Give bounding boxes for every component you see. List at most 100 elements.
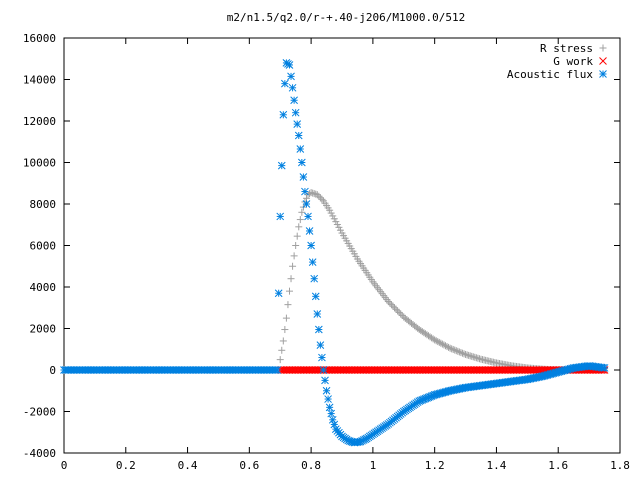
x-tick-label: 1.2 xyxy=(425,459,445,472)
y-tick-label: 16000 xyxy=(23,32,56,45)
data-point xyxy=(310,190,318,198)
data-point xyxy=(329,212,337,220)
data-point xyxy=(289,262,297,270)
data-point xyxy=(288,83,297,92)
data-point xyxy=(279,110,288,119)
data-point xyxy=(293,120,302,128)
data-point xyxy=(304,212,312,221)
data-point xyxy=(434,338,442,346)
x-tick-label: 0.4 xyxy=(178,459,198,472)
data-point xyxy=(290,96,298,105)
legend-label-g-work: G work xyxy=(553,55,593,68)
x-tick-label: 0.6 xyxy=(239,459,259,472)
legend-label-r-stress: R stress xyxy=(540,42,593,55)
data-point xyxy=(294,131,303,140)
data-point xyxy=(391,304,399,312)
series-acoustic-flux xyxy=(60,59,609,447)
data-point xyxy=(305,227,314,235)
data-point xyxy=(298,208,306,216)
data-point xyxy=(397,310,405,318)
data-point xyxy=(452,347,460,355)
data-point xyxy=(319,366,328,374)
y-tick-label: 6000 xyxy=(30,240,57,253)
data-point xyxy=(327,409,336,418)
data-point xyxy=(437,339,445,347)
data-point xyxy=(296,216,304,224)
data-point xyxy=(277,161,286,170)
data-point xyxy=(307,241,315,250)
x-tick-label: 1.8 xyxy=(610,459,630,472)
data-point xyxy=(431,336,439,344)
x-tick-label: 1 xyxy=(370,459,377,472)
data-point xyxy=(313,191,321,199)
y-tick-label: 12000 xyxy=(23,115,56,128)
data-point xyxy=(274,289,283,298)
y-tick-label: 10000 xyxy=(23,157,56,170)
data-point xyxy=(307,189,315,197)
series-r-stress xyxy=(276,189,609,374)
plot-area-frame xyxy=(63,37,621,454)
data-point xyxy=(290,252,298,260)
data-point xyxy=(316,341,325,349)
data-point xyxy=(291,108,300,117)
data-point xyxy=(318,353,326,362)
legend-label-acoustic-flux: Acoustic flux xyxy=(507,68,593,81)
data-point xyxy=(309,189,317,197)
axes-layer: 0 0.2 0.4 0.6 0.8 1 1.2 1.4 1.6 1.8 -4000 -2000 0 200… xyxy=(23,32,630,472)
data-point xyxy=(327,209,335,217)
x-tick-label: 1.6 xyxy=(548,459,568,472)
data-point xyxy=(445,343,453,351)
data-point xyxy=(335,223,343,231)
data-point xyxy=(328,415,337,424)
x-tick-label: 1.4 xyxy=(487,459,507,472)
series-g-work xyxy=(276,366,609,374)
data-point xyxy=(302,200,311,208)
data-point xyxy=(451,346,459,354)
legend-marker-r-stress xyxy=(599,44,607,52)
data-point xyxy=(285,61,294,69)
data-point xyxy=(292,242,300,249)
data-point xyxy=(333,220,341,228)
y-tick-label: 0 xyxy=(49,364,56,377)
data-point xyxy=(330,215,338,223)
data-point xyxy=(394,307,402,315)
data-point xyxy=(308,258,317,266)
data-point xyxy=(457,349,465,357)
data-point xyxy=(600,364,609,372)
data-point xyxy=(336,226,344,234)
data-point xyxy=(311,292,320,301)
data-point xyxy=(284,301,292,309)
data-point xyxy=(325,403,334,412)
data-point xyxy=(276,212,285,221)
data-point xyxy=(273,366,281,374)
data-point xyxy=(448,345,456,353)
y-tick-label: 2000 xyxy=(30,323,57,336)
data-point xyxy=(326,206,334,214)
data-point xyxy=(281,79,289,88)
data-point xyxy=(287,72,295,81)
y-tick-label: 8000 xyxy=(30,198,57,211)
data-point xyxy=(435,338,443,346)
data-point xyxy=(443,343,451,351)
data-point xyxy=(316,194,324,202)
data-point xyxy=(276,356,284,364)
chart-title: m2/n1.5/q2.0/r-+.40-j206/M1000.0/512 xyxy=(227,11,465,24)
legend-marker-acoustic-flux xyxy=(599,70,607,78)
data-point xyxy=(441,342,449,350)
data-point xyxy=(299,173,308,181)
data-point xyxy=(296,145,305,153)
data-point xyxy=(440,341,448,349)
data-point xyxy=(295,223,303,231)
data-point xyxy=(310,274,319,283)
data-point xyxy=(287,275,295,283)
data-point xyxy=(318,195,326,203)
data-point xyxy=(285,287,293,295)
data-point xyxy=(315,192,323,200)
x-tick-label: 0.2 xyxy=(116,459,136,472)
data-point xyxy=(395,308,403,316)
data-point xyxy=(301,187,309,196)
data-point xyxy=(432,337,440,345)
data-point xyxy=(458,349,466,357)
data-point xyxy=(438,340,446,348)
data-point xyxy=(324,395,332,403)
